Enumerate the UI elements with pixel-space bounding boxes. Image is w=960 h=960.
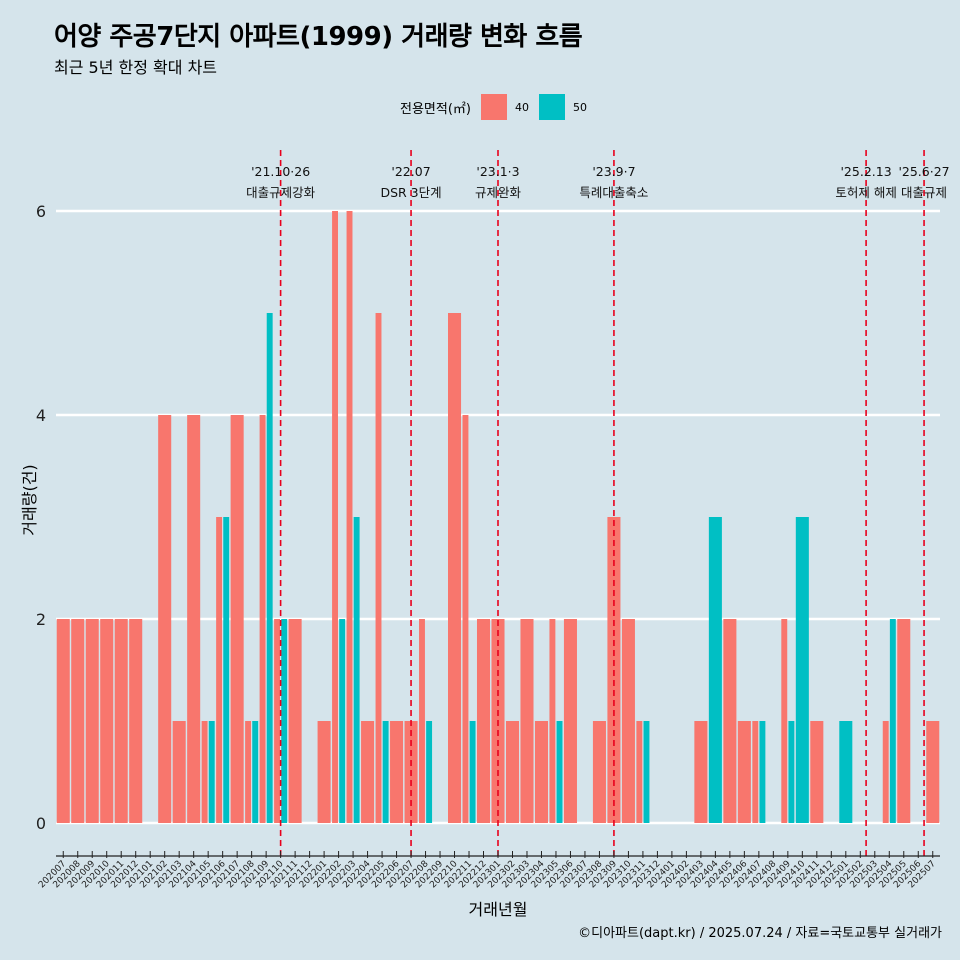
- bar-40-202505: [897, 619, 911, 823]
- bar-40-202203: [346, 211, 353, 823]
- bar-40-202409: [781, 619, 788, 823]
- legend: 전용면적(㎡) 40 50: [400, 94, 597, 120]
- bar-40-202304: [534, 721, 548, 823]
- bar-40-202008: [71, 619, 85, 823]
- bar-50-202108: [252, 721, 259, 823]
- legend-label-40: 40: [514, 100, 529, 114]
- bar-40-202507: [926, 721, 940, 823]
- bar-40-202205: [375, 313, 382, 823]
- bar-40-202202: [332, 211, 338, 823]
- bar-40-202302: [505, 721, 520, 823]
- bar-40-202107: [230, 415, 244, 823]
- bar-40-202210: [448, 313, 462, 823]
- bar-40-202007: [56, 619, 70, 823]
- bar-40-202010: [100, 619, 114, 823]
- bar-40-202012: [129, 619, 143, 823]
- bar-50-202504: [889, 619, 896, 823]
- event-name-4: 토허제 해제: [835, 185, 896, 200]
- y-tick-label-2: 2: [36, 610, 46, 629]
- legend-swatch-40: [480, 94, 507, 120]
- bar-50-202211: [469, 721, 476, 823]
- bar-50-202203: [353, 517, 360, 823]
- event-date-5: '25.6·27: [898, 164, 949, 179]
- bar-40-202201: [317, 721, 331, 823]
- bar-50-202202: [339, 619, 346, 823]
- bar-40-202108: [245, 721, 252, 823]
- bar-50-202208: [426, 721, 433, 823]
- y-tick-label-6: 6: [36, 202, 46, 221]
- bar-50-202105: [208, 721, 215, 823]
- bar-40-202110: [274, 619, 281, 823]
- bar-40-202311: [636, 721, 643, 823]
- bar-50-202409: [788, 721, 795, 823]
- bar-40-202306: [563, 619, 577, 823]
- bar-40-202407: [752, 721, 759, 823]
- bar-40-202403: [694, 721, 708, 823]
- bar-40-202102: [158, 415, 172, 823]
- bar-50-202205: [382, 721, 389, 823]
- bar-40-202206: [390, 721, 404, 823]
- bar-40-202109: [259, 415, 266, 823]
- bar-50-202311: [643, 721, 650, 823]
- x-axis-label: 거래년월: [468, 900, 528, 919]
- caption: ©디아파트(dapt.kr) / 2025.07.24 / 자료=국토교통부 실…: [578, 926, 942, 941]
- bar-40-202305: [549, 619, 556, 823]
- event-name-2: 규제완화: [475, 185, 522, 200]
- bar-40-202411: [810, 721, 824, 823]
- y-tick-label-4: 4: [36, 406, 46, 425]
- bar-40-202504: [882, 721, 889, 823]
- legend-swatch-50: [538, 94, 565, 120]
- event-date-1: '22.07: [391, 164, 430, 179]
- bar-40-202009: [85, 619, 99, 823]
- bar-40-202208: [419, 619, 425, 823]
- bar-40-202303: [520, 619, 534, 823]
- bar-40-202405: [723, 619, 737, 823]
- legend-label-50: 50: [572, 100, 587, 114]
- event-date-3: '23.9·7: [592, 164, 635, 179]
- bar-40-202103: [172, 721, 186, 823]
- bar-40-202111: [288, 619, 302, 823]
- bar-40-202011: [114, 619, 128, 823]
- bar-50-202305: [556, 721, 563, 823]
- bar-50-202106: [223, 517, 230, 823]
- bar-50-202410: [795, 517, 809, 823]
- legend-title: 전용면적(㎡): [400, 101, 471, 117]
- bar-40-202211: [462, 415, 469, 823]
- bar-40-202204: [361, 721, 375, 823]
- bar-50-202407: [759, 721, 766, 823]
- chart-subtitle: 최근 5년 한정 확대 차트: [54, 58, 218, 77]
- event-name-0: 대출규제강화: [246, 185, 316, 200]
- bar-40-202104: [187, 415, 201, 823]
- bar-50-202501: [839, 721, 853, 823]
- bar-40-202308: [592, 721, 606, 823]
- bar-50-202404: [708, 517, 722, 823]
- bar-40-202105: [201, 721, 208, 823]
- event-date-0: '21.10·26: [251, 164, 310, 179]
- bar-40-202212: [476, 619, 491, 823]
- event-name-5: 대출규제: [901, 185, 947, 200]
- y-tick-label-0: 0: [36, 814, 46, 833]
- event-date-4: '25.2.13: [841, 164, 892, 179]
- event-name-3: 특례대출축소: [579, 185, 648, 200]
- bar-40-202106: [216, 517, 223, 823]
- event-name-1: DSR 3단계: [380, 185, 441, 200]
- bar-40-202406: [737, 721, 751, 823]
- bar-40-202310: [621, 619, 635, 823]
- event-date-2: '23.1·3: [476, 164, 519, 179]
- chart-title: 어양 주공7단지 아파트(1999) 거래량 변화 흐름: [54, 22, 583, 52]
- bar-50-202110: [281, 619, 288, 823]
- bar-50-202109: [266, 313, 273, 823]
